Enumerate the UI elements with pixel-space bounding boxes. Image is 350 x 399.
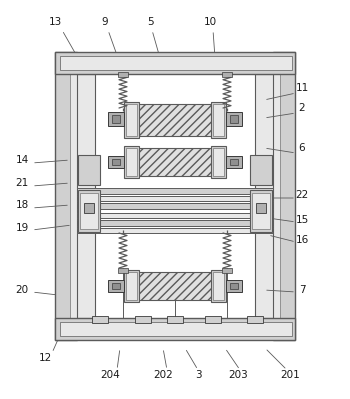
Bar	[205, 316, 221, 323]
Bar	[55, 318, 295, 340]
Bar	[124, 102, 139, 138]
Text: 21: 21	[15, 178, 29, 188]
Bar	[92, 316, 108, 323]
Bar	[108, 156, 124, 168]
Bar	[108, 280, 124, 292]
Bar	[252, 193, 270, 229]
Bar	[256, 203, 266, 213]
Bar	[226, 112, 242, 126]
Text: 22: 22	[295, 190, 309, 200]
Text: 16: 16	[295, 235, 309, 245]
Bar	[60, 56, 292, 70]
Bar	[273, 52, 295, 340]
Text: 2: 2	[299, 103, 305, 113]
Bar	[211, 102, 226, 138]
Bar	[230, 283, 238, 289]
Text: 203: 203	[228, 370, 248, 380]
Bar	[250, 155, 272, 185]
Bar	[55, 52, 295, 74]
Text: 12: 12	[38, 353, 52, 363]
Bar	[255, 74, 273, 318]
Bar	[126, 148, 137, 176]
Bar	[213, 104, 224, 136]
Bar	[112, 283, 120, 289]
Bar	[70, 52, 77, 340]
Text: 18: 18	[15, 200, 29, 210]
Text: 3: 3	[195, 370, 201, 380]
Text: 202: 202	[153, 370, 173, 380]
Bar	[77, 213, 273, 218]
Bar	[118, 268, 128, 273]
Text: 10: 10	[203, 17, 217, 27]
Bar	[226, 156, 242, 168]
Bar	[77, 228, 273, 233]
Bar	[230, 159, 238, 165]
Bar	[77, 203, 273, 209]
Bar	[108, 112, 124, 126]
Bar	[250, 190, 272, 232]
Bar	[230, 115, 238, 123]
Bar	[77, 74, 95, 318]
Bar	[135, 316, 151, 323]
Text: 13: 13	[48, 17, 62, 27]
Bar	[273, 52, 280, 340]
Bar	[77, 196, 273, 201]
Bar	[126, 104, 137, 136]
Bar	[211, 146, 226, 178]
Bar	[118, 72, 128, 77]
Bar	[211, 270, 226, 302]
Text: 11: 11	[295, 83, 309, 93]
Bar	[55, 52, 77, 340]
Bar	[213, 148, 224, 176]
Bar	[167, 316, 183, 323]
Text: 204: 204	[100, 370, 120, 380]
Bar	[124, 146, 139, 178]
Bar	[222, 268, 232, 273]
Text: 9: 9	[102, 17, 108, 27]
Text: 20: 20	[15, 285, 29, 295]
Bar	[77, 220, 273, 226]
Bar	[138, 272, 212, 300]
Bar	[138, 104, 212, 136]
Bar	[112, 159, 120, 165]
Bar	[78, 155, 100, 185]
Bar	[77, 188, 273, 194]
Text: 7: 7	[299, 285, 305, 295]
Bar	[126, 272, 137, 300]
Bar	[222, 72, 232, 77]
Text: 15: 15	[295, 215, 309, 225]
Bar	[247, 316, 263, 323]
Bar	[138, 148, 212, 176]
Bar	[112, 115, 120, 123]
Bar	[60, 322, 292, 336]
Bar	[80, 193, 98, 229]
Bar	[226, 280, 242, 292]
Text: 14: 14	[15, 155, 29, 165]
Bar	[124, 270, 139, 302]
Bar	[84, 203, 94, 213]
Text: 19: 19	[15, 223, 29, 233]
Bar	[213, 272, 224, 300]
Text: 201: 201	[280, 370, 300, 380]
Text: 5: 5	[147, 17, 153, 27]
Bar	[78, 190, 100, 232]
Text: 6: 6	[299, 143, 305, 153]
